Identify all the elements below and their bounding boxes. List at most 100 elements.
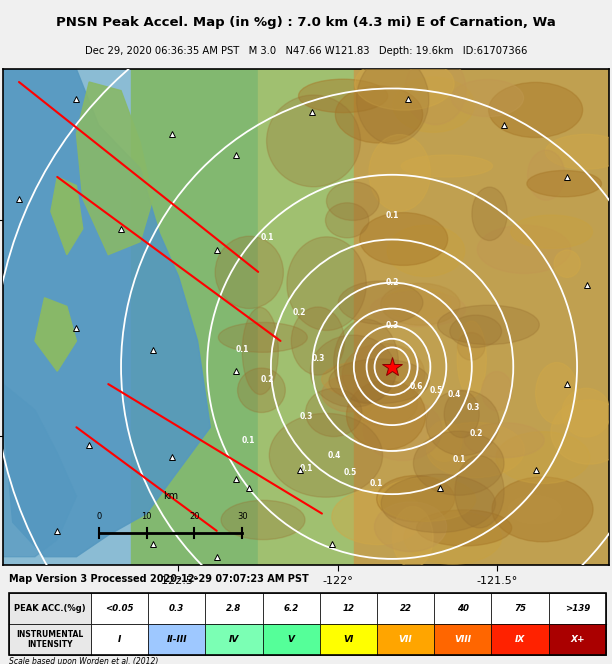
- Text: Dec 29, 2020 06:36:35 AM PST   M 3.0   N47.66 W121.83   Depth: 19.6km   ID:61707: Dec 29, 2020 06:36:35 AM PST M 3.0 N47.6…: [85, 46, 527, 56]
- Text: 0.2: 0.2: [261, 375, 274, 384]
- Ellipse shape: [369, 135, 430, 211]
- Bar: [263, 624, 320, 655]
- Ellipse shape: [457, 321, 487, 397]
- Ellipse shape: [371, 291, 466, 327]
- Ellipse shape: [310, 335, 396, 407]
- Bar: [377, 624, 435, 655]
- Text: Scale based upon Worden et al. (2012): Scale based upon Worden et al. (2012): [9, 657, 159, 664]
- Ellipse shape: [334, 319, 398, 404]
- Text: 0.2: 0.2: [470, 429, 483, 438]
- Text: VII: VII: [399, 635, 412, 644]
- Ellipse shape: [287, 237, 366, 331]
- Text: Map Version 3 Processed 2020-12-29 07:07:23 AM PST: Map Version 3 Processed 2020-12-29 07:07…: [9, 574, 309, 584]
- Text: 20: 20: [189, 512, 200, 521]
- Text: 0: 0: [96, 512, 102, 521]
- Ellipse shape: [536, 363, 578, 424]
- Bar: [9, 593, 91, 624]
- Text: IV: IV: [229, 635, 239, 644]
- Bar: [435, 593, 491, 624]
- Text: 0.3: 0.3: [299, 412, 313, 421]
- Ellipse shape: [427, 422, 524, 477]
- Text: 0.3: 0.3: [312, 354, 326, 363]
- Ellipse shape: [355, 57, 454, 110]
- Ellipse shape: [376, 475, 455, 522]
- Bar: [206, 624, 263, 655]
- Text: 22: 22: [400, 604, 412, 613]
- Ellipse shape: [221, 500, 305, 540]
- Bar: [91, 624, 148, 655]
- Ellipse shape: [332, 489, 424, 544]
- Text: <0.05: <0.05: [105, 604, 134, 613]
- Ellipse shape: [452, 80, 523, 117]
- Text: 0.2: 0.2: [293, 308, 307, 317]
- Polygon shape: [35, 297, 76, 371]
- Ellipse shape: [375, 502, 447, 552]
- Ellipse shape: [482, 371, 512, 410]
- Ellipse shape: [401, 155, 493, 177]
- Ellipse shape: [305, 388, 362, 437]
- Ellipse shape: [291, 307, 345, 375]
- Bar: [91, 593, 148, 624]
- Text: 0.1: 0.1: [261, 233, 274, 242]
- Ellipse shape: [413, 431, 504, 495]
- Bar: [9, 624, 91, 655]
- Text: 0.6: 0.6: [409, 382, 423, 390]
- Text: 0.1: 0.1: [242, 436, 255, 445]
- Ellipse shape: [427, 421, 461, 461]
- Text: I: I: [118, 635, 121, 644]
- Bar: [320, 624, 377, 655]
- Ellipse shape: [352, 380, 417, 426]
- Text: 30: 30: [237, 512, 247, 521]
- Bar: [206, 593, 263, 624]
- Ellipse shape: [551, 400, 612, 464]
- Bar: [258, 69, 354, 565]
- Text: VIII: VIII: [454, 635, 471, 644]
- Ellipse shape: [342, 343, 425, 406]
- Ellipse shape: [554, 250, 580, 278]
- Ellipse shape: [364, 399, 442, 461]
- Bar: [130, 69, 258, 565]
- Text: 40: 40: [457, 604, 469, 613]
- Ellipse shape: [387, 225, 465, 276]
- Text: 0.3: 0.3: [467, 403, 480, 412]
- Text: X+: X+: [570, 635, 584, 644]
- Text: km: km: [163, 491, 178, 501]
- Ellipse shape: [218, 323, 307, 353]
- Text: 75: 75: [514, 604, 526, 613]
- Ellipse shape: [329, 359, 430, 404]
- Text: 0.1: 0.1: [236, 345, 249, 354]
- Bar: [549, 593, 606, 624]
- Ellipse shape: [528, 150, 565, 200]
- Ellipse shape: [527, 171, 602, 197]
- Bar: [549, 624, 606, 655]
- Bar: [3, 69, 130, 565]
- Bar: [491, 624, 549, 655]
- Bar: [148, 624, 206, 655]
- Ellipse shape: [237, 368, 285, 412]
- Polygon shape: [3, 69, 211, 556]
- Ellipse shape: [458, 333, 485, 360]
- Ellipse shape: [322, 375, 377, 412]
- Ellipse shape: [360, 212, 448, 266]
- Polygon shape: [76, 82, 153, 254]
- Bar: [148, 593, 206, 624]
- Text: 0.1: 0.1: [370, 479, 383, 488]
- Ellipse shape: [496, 432, 590, 483]
- Ellipse shape: [464, 423, 544, 457]
- Text: 12: 12: [342, 604, 354, 613]
- Ellipse shape: [326, 203, 369, 238]
- Ellipse shape: [510, 215, 592, 248]
- Bar: [263, 593, 320, 624]
- Ellipse shape: [384, 288, 451, 319]
- Ellipse shape: [562, 388, 611, 437]
- Ellipse shape: [378, 477, 476, 521]
- Ellipse shape: [381, 284, 460, 325]
- Text: PEAK ACC.(%g): PEAK ACC.(%g): [14, 604, 86, 613]
- Ellipse shape: [392, 507, 433, 568]
- Text: PNSN Peak Accel. Map (in %g) : 7.0 km (4.3 mi) E of Carnation, Wa: PNSN Peak Accel. Map (in %g) : 7.0 km (4…: [56, 17, 556, 29]
- Polygon shape: [51, 177, 83, 254]
- Text: 0.5: 0.5: [344, 468, 357, 477]
- Text: 0.3: 0.3: [386, 321, 399, 331]
- Ellipse shape: [335, 86, 423, 143]
- Text: II-III: II-III: [166, 635, 187, 644]
